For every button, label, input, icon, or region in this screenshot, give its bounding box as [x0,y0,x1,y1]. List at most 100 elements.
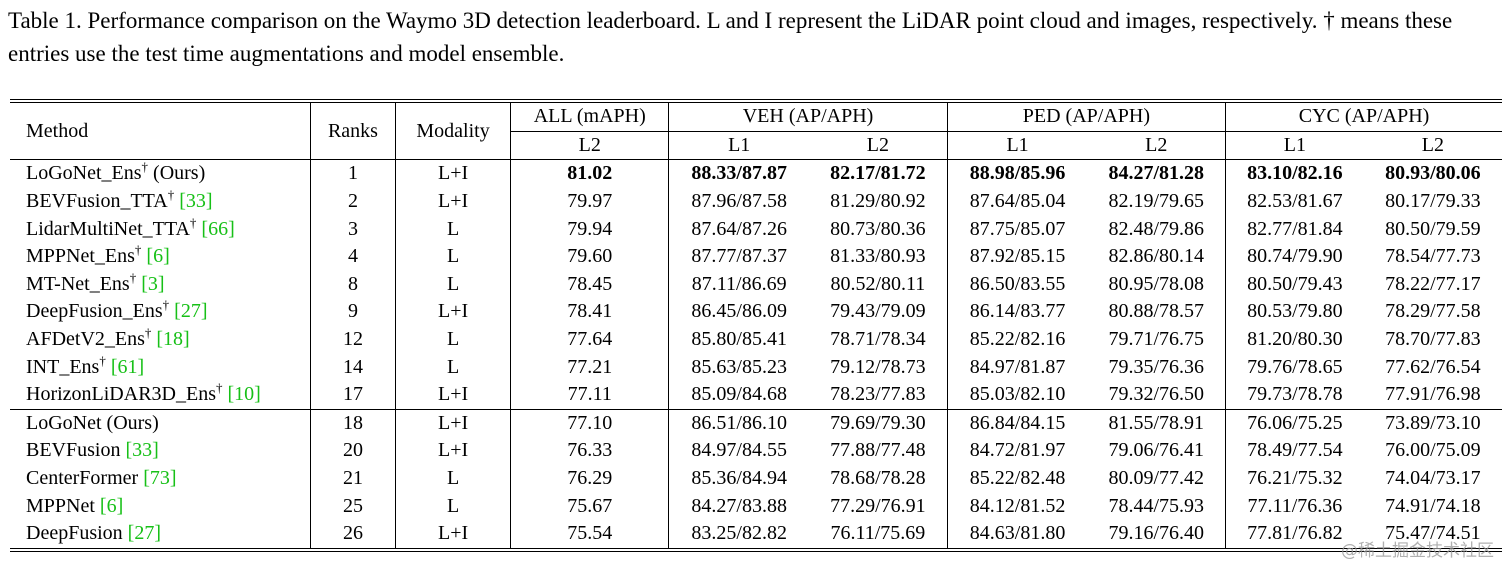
method-name: DeepFusion_Ens [26,300,163,323]
dagger: † [99,352,106,368]
citation: [27] [127,522,161,545]
data-cell: 80.74/79.90 [1225,242,1364,271]
data-cell: 83.25/82.82 [668,519,810,550]
data-cell: 81.20/80.30 [1225,325,1364,354]
data-cell: 82.48/79.86 [1108,217,1204,240]
data-cell: 87.64/87.26 [668,215,810,243]
data-cell: 84.72/81.97 [946,437,1088,465]
table-row: CenterFormer [73] 21 L 76.29 85.36/84.94 78.6… [10,464,1502,493]
data-cell: 79.16/76.40 [1108,522,1204,545]
dagger: † [141,159,149,175]
sub-header: L2 [1145,133,1168,156]
method-cell: MPPNet [6] [10,492,310,520]
data-cell: 77.11 [510,380,669,410]
data-cell: L [394,325,511,354]
data-cell: 84.97/84.55 [668,437,810,465]
watermark: @稀土掘金技术社区 [1341,541,1494,561]
data-cell: 80.53/79.80 [1225,298,1364,326]
data-cell: 74.04/73.17 [1385,467,1481,490]
data-cell: 76.33 [510,437,669,465]
data-cell: 82.77/81.84 [1225,215,1364,243]
data-cell: 78.45 [510,270,669,299]
data-cell: 80.93/80.06 [1363,159,1502,188]
citation: [6] [99,494,124,517]
header-cell: Ranks [309,101,396,160]
data-cell: 88.33/87.87 [668,159,810,188]
data-cell: 76.11/75.69 [830,522,926,545]
data-cell: 87.92/85.15 [946,242,1088,271]
citation: [61] [110,355,145,378]
data-cell: 74.91/74.18 [1385,494,1481,517]
data-cell: 77.88/77.48 [830,439,926,462]
table-row: INT_Ens† [61] 14 L 77.21 85.63/85.23 79.12/78… [10,353,1502,381]
data-cell: 79.12/78.73 [830,355,926,378]
group-header: CYC (AP/APH) [1225,101,1502,132]
data-cell: 88.98/85.96 [946,159,1088,188]
data-cell: 79.32/76.50 [1108,383,1204,406]
method-name: LidarMultiNet_TTA [26,217,190,240]
method-cell: MPPNet_Ens† [6] [10,243,310,271]
method-cell: LidarMultiNet_TTA† [66] [10,215,310,243]
data-cell: 9 [309,298,396,326]
method-name: CenterFormer [26,467,139,490]
method-name: MPPNet_Ens [26,245,135,268]
method-cell: LoGoNet (Ours) [10,408,311,438]
data-cell: 86.51/86.10 [668,408,810,438]
data-cell: 78.54/77.73 [1385,245,1481,268]
data-cell: L [394,492,511,520]
table-row: LoGoNet_Ens† (Ours) 1 L+I 81.02 88.33/87.87 8… [10,159,1502,188]
sub-header: L2 [1421,133,1444,156]
data-cell: 82.86/80.14 [1108,245,1204,268]
data-cell: 77.64 [510,325,669,354]
data-cell: 81.02 [510,159,669,188]
method-name: BEVFusion_TTA [26,190,168,213]
data-cell: 77.81/76.82 [1225,519,1364,550]
method-name: AFDetV2_Ens [26,328,145,351]
data-cell: 86.50/83.55 [946,270,1088,299]
header-row: L2 L1 L2 L1 L2 L1 L2 [10,131,1502,160]
data-cell: 77.62/76.54 [1385,355,1481,378]
header-cell: Modality [394,101,511,160]
sub-header: L2 [866,133,889,156]
data-cell: 84.97/81.87 [946,353,1088,381]
dagger: † [189,214,197,230]
data-cell: 75.67 [510,492,669,520]
group-header: PED (AP/APH) [946,101,1226,132]
data-cell: L [394,270,511,299]
data-cell: 81.33/80.93 [830,245,926,268]
data-cell: 85.22/82.16 [946,325,1088,354]
citation: [18] [156,328,190,351]
data-cell: 85.09/84.68 [668,380,810,410]
data-cell: 75.47/74.51 [1385,522,1481,545]
citation: [73] [143,467,177,490]
data-cell: 12 [309,325,396,354]
data-cell: L+I [394,408,511,438]
dagger: † [162,297,170,313]
data-cell: 80.95/78.08 [1108,272,1204,295]
data-cell: L+I [394,519,511,550]
data-cell: 77.29/76.91 [830,494,926,517]
data-cell: L+I [394,298,511,326]
data-cell: L+I [394,159,511,188]
data-cell: 79.97 [510,187,669,216]
data-cell: 87.11/86.69 [668,270,810,299]
method-suffix: (Ours) [148,162,206,185]
data-cell: 77.21 [510,353,669,381]
method-name: MPPNet [26,494,95,517]
data-cell: 26 [309,519,396,550]
table-row: DeepFusion [27] 26 L+I 75.54 83.25/82.82 76.1… [10,519,1502,550]
method-name: DeepFusion [26,522,123,545]
data-cell: 83.10/82.16 [1225,159,1364,188]
dagger: † [215,380,223,396]
data-cell: L [394,353,511,381]
data-cell: 75.54 [510,519,669,550]
data-cell: 85.36/84.94 [668,464,810,493]
data-cell: 21 [309,464,396,493]
table-row: BEVFusion [33] 20 L+I 76.33 84.97/84.55 77.88… [10,437,1502,465]
data-cell: L+I [394,437,511,465]
data-cell: 81.29/80.92 [830,190,926,213]
dagger: † [129,269,137,285]
table-row: LidarMultiNet_TTA† [66] 3 L 79.94 87.64/87.2… [10,215,1502,243]
data-cell: 80.52/80.11 [830,272,926,295]
method-cell: MT-Net_Ens† [3] [10,271,310,299]
